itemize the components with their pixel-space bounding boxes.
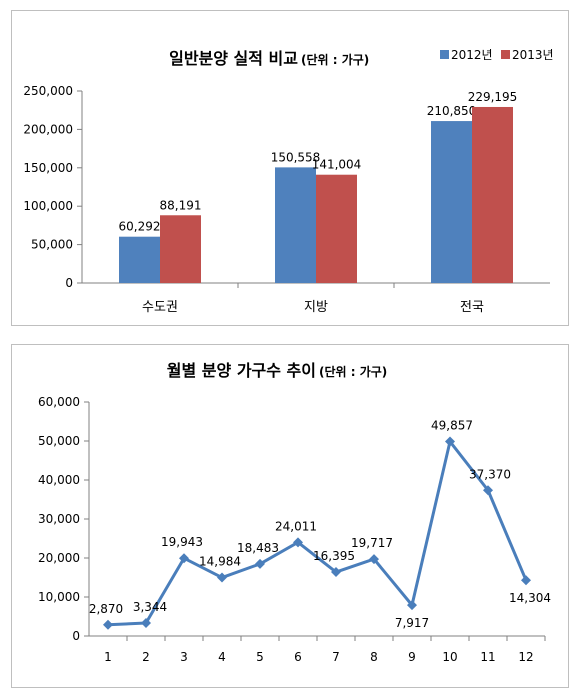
data-point-marker	[255, 558, 265, 569]
data-point-label: 37,370	[469, 467, 511, 481]
data-point-marker	[179, 553, 189, 564]
chart-title: 월별 분양 가구수 추이	[167, 361, 316, 380]
data-point-label: 16,395	[313, 549, 355, 563]
y-tick-label: 100,000	[23, 199, 73, 213]
y-tick-label: 60,000	[38, 395, 80, 409]
data-point-marker	[369, 554, 379, 565]
data-point-label: 18,483	[237, 541, 279, 555]
x-category-label: 지방	[304, 300, 328, 315]
x-tick-label: 1	[104, 650, 112, 664]
bar-2-1	[160, 215, 201, 283]
x-tick-label: 12	[518, 650, 533, 664]
legend-swatch-2	[501, 50, 510, 59]
bar-value-label: 60,292	[119, 220, 161, 234]
data-point-marker	[217, 572, 227, 583]
x-category-label: 수도권	[142, 300, 178, 315]
bar-value-label: 141,004	[312, 158, 362, 172]
legend-label-1: 2012년	[451, 48, 493, 62]
bar-chart: 일반분양 실적 비교 (단위 : 가구) 2012년 2013년 0 50,000 100,…	[23, 48, 554, 315]
y-tick-label: 150,000	[23, 161, 73, 175]
x-tick-label: 11	[480, 650, 495, 664]
line-chart: 월별 분양 가구수 추이 (단위 : 가구) 0 10,000 20,000 30,000…	[38, 361, 551, 664]
data-point-marker	[521, 575, 531, 586]
data-point-label: 3,344	[133, 600, 167, 614]
bar-2-3	[472, 106, 513, 283]
bar-value-label: 210,850	[427, 104, 477, 118]
x-tick-label: 3	[180, 650, 188, 664]
data-point-marker	[483, 485, 493, 496]
x-tick-label: 5	[256, 650, 264, 664]
y-tick-label: 30,000	[38, 512, 80, 526]
y-tick-label: 10,000	[38, 590, 80, 604]
x-tick-label: 10	[442, 650, 457, 664]
data-point-marker	[407, 600, 417, 611]
series-line	[107, 440, 528, 627]
bar-2-2	[316, 174, 357, 283]
y-tick-label: 250,000	[23, 84, 73, 98]
data-point-marker	[103, 619, 113, 630]
bar-chart-panel: 일반분양 실적 비교 (단위 : 가구) 2012년 2013년 0 50,000 100,…	[11, 10, 569, 326]
data-point-marker	[293, 537, 303, 548]
chart-title-unit: (단위 : 가구)	[319, 364, 387, 379]
y-tick-label: 200,000	[23, 122, 73, 136]
data-point-marker	[445, 436, 455, 447]
data-point-marker	[141, 617, 151, 628]
x-tick-label: 6	[294, 650, 302, 664]
bar-1-1	[119, 236, 160, 283]
data-point-label: 14,304	[509, 591, 551, 605]
chart-title: 일반분양 실적 비교	[169, 49, 298, 68]
x-category-label: 전국	[460, 300, 484, 315]
data-point-label: 49,857	[431, 419, 473, 433]
x-tick-label: 9	[408, 650, 416, 664]
bar-1-3	[431, 121, 472, 283]
line-chart-panel: 월별 분양 가구수 추이 (단위 : 가구) 0 10,000 20,000 30,000…	[11, 344, 569, 688]
bar-1-2	[275, 167, 316, 283]
y-tick-label: 20,000	[38, 551, 80, 565]
y-tick-label: 0	[72, 629, 80, 643]
data-point-label: 14,984	[199, 555, 241, 569]
bar-value-label: 229,195	[468, 90, 518, 104]
y-tick-label: 50,000	[31, 238, 73, 252]
data-point-label: 2,870	[89, 602, 123, 616]
x-tick-label: 7	[332, 650, 340, 664]
bar-value-label: 150,558	[271, 150, 321, 164]
x-tick-label: 8	[370, 650, 378, 664]
x-tick-label: 2	[142, 650, 150, 664]
x-tick-label: 4	[218, 650, 226, 664]
data-point-label: 24,011	[275, 519, 317, 533]
data-point-label: 19,943	[161, 535, 203, 549]
legend-label-2: 2013년	[512, 48, 554, 62]
data-point-marker	[331, 567, 341, 578]
y-tick-label: 50,000	[38, 434, 80, 448]
y-tick-label: 0	[65, 276, 73, 290]
legend-swatch-1	[440, 50, 449, 59]
y-tick-label: 40,000	[38, 473, 80, 487]
data-point-label: 19,717	[351, 536, 393, 550]
data-point-label: 7,917	[395, 616, 429, 630]
chart-title-unit: (단위 : 가구)	[301, 52, 369, 67]
bar-value-label: 88,191	[160, 198, 202, 212]
